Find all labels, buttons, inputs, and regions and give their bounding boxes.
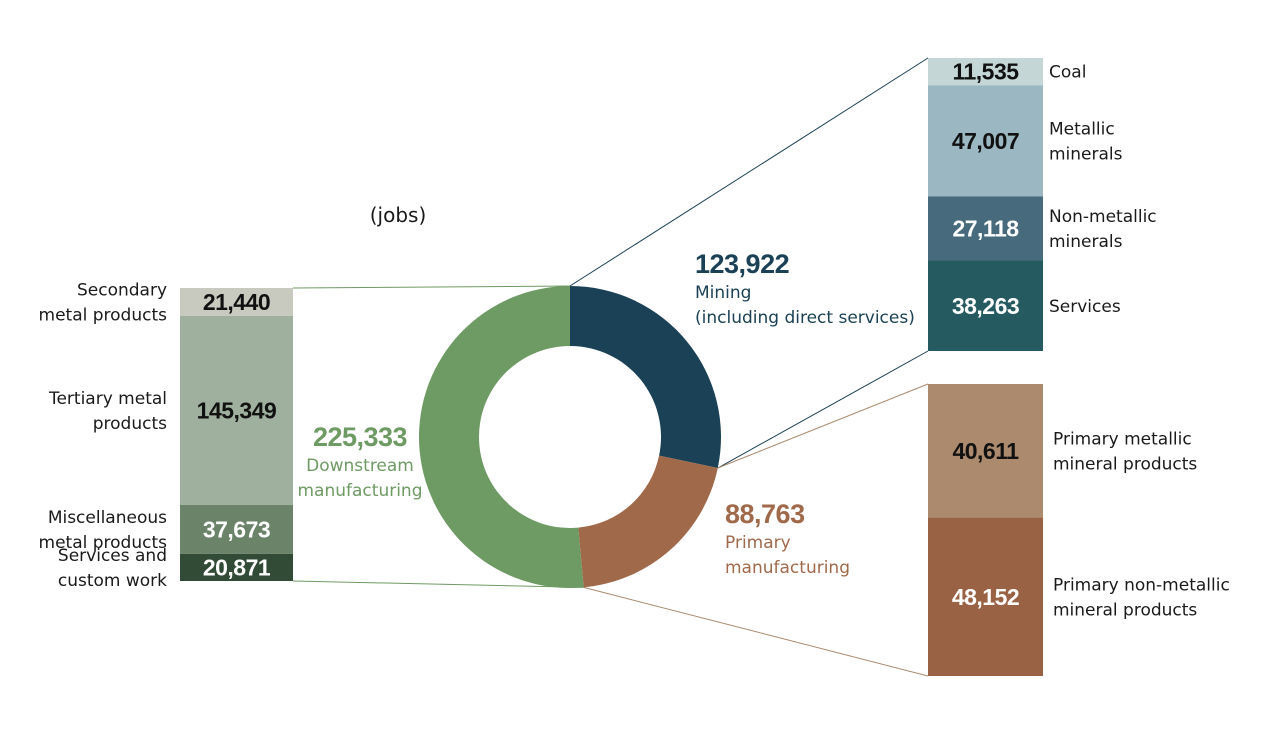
downstream-segment-1	[180, 315, 293, 505]
mining-segment-1	[928, 85, 1043, 197]
mining-value-2: 27,118	[952, 215, 1019, 241]
downstream-label-2-0: Miscellaneous	[48, 508, 167, 528]
primary-label-1-1: mineral products	[1053, 600, 1197, 620]
downstream-connector-top	[292, 285, 571, 289]
mining-value-0: 11,535	[952, 59, 1019, 85]
primary-label-0-0: Primary metallic	[1053, 429, 1192, 449]
downstream-label-0-0: Secondary	[77, 280, 167, 300]
donut-label-downstream-0: Downstream	[306, 456, 414, 476]
mining-value-1: 47,007	[952, 128, 1019, 154]
downstream-breakdown-bar: 21,440 Secondary metal products 145,349 Tert…	[39, 280, 293, 591]
donut-value-downstream: 225,333	[313, 422, 408, 452]
downstream-value-0: 21,440	[203, 289, 270, 315]
primary-breakdown-bar: 40,611 Primary metallic mineral products 48…	[928, 384, 1230, 676]
donut-label-primary-1: manufacturing	[725, 558, 850, 578]
mining-segment-2	[928, 196, 1043, 261]
donut-slice-primary	[578, 455, 718, 588]
primary-value-1: 48,152	[952, 584, 1019, 610]
downstream-segment-2	[180, 504, 293, 554]
downstream-label-1-0: Tertiary metal	[48, 389, 167, 409]
mining-connector-top	[569, 57, 929, 287]
downstream-label-3-0: Services and	[58, 546, 167, 566]
donut-label-mining-1: (including direct services)	[695, 308, 915, 328]
donut-value-mining: 123,922	[695, 249, 789, 279]
primary-value-0: 40,611	[952, 438, 1019, 464]
primary-label-1-0: Primary non-metallic	[1053, 575, 1230, 595]
mining-breakdown-bar: 11,535 Coal 47,007 Metallic minerals 27,118 No…	[928, 58, 1157, 351]
downstream-label-0-1: metal products	[39, 305, 168, 325]
donut-chart	[418, 286, 721, 588]
connector-lines	[292, 57, 929, 677]
donut-value-primary: 88,763	[725, 499, 805, 529]
mining-label-2-0: Non-metallic	[1049, 207, 1157, 227]
donut-label-primary-0: Primary	[725, 533, 791, 553]
downstream-segment-0	[180, 288, 293, 316]
downstream-value-2: 37,673	[203, 516, 270, 542]
mining-label-1-1: minerals	[1049, 144, 1123, 164]
units-label: (jobs)	[370, 203, 427, 227]
primary-connector-bottom	[583, 586, 929, 677]
primary-connector-top	[717, 383, 929, 469]
mining-label-2-1: minerals	[1049, 232, 1123, 252]
donut-slice-mining	[570, 286, 721, 469]
mining-label-3-0: Services	[1049, 297, 1121, 317]
primary-label-0-1: mineral products	[1053, 454, 1197, 474]
downstream-value-1: 145,349	[197, 397, 277, 423]
downstream-label-2-1: metal products	[39, 533, 168, 553]
donut-label-downstream-1: manufacturing	[298, 481, 423, 501]
donut-slice-downstream	[418, 286, 584, 588]
downstream-label-3-1: custom work	[58, 571, 167, 591]
mining-value-3: 38,263	[952, 293, 1019, 319]
donut-label-mining-0: Mining	[695, 283, 751, 303]
downstream-connector-bottom	[292, 580, 584, 588]
donut-labels: 123,922 Mining (including direct services)…	[298, 249, 915, 578]
mining-label-0-0: Coal	[1049, 63, 1086, 83]
mining-label-1-0: Metallic	[1049, 119, 1115, 139]
primary-segment-0	[928, 384, 1043, 518]
downstream-value-3: 20,871	[203, 554, 271, 580]
mining-segment-0	[928, 58, 1043, 86]
downstream-label-1-1: products	[93, 414, 167, 434]
primary-segment-1	[928, 517, 1043, 676]
mining-connector-bottom	[717, 350, 929, 469]
mining-segment-3	[928, 260, 1043, 351]
downstream-segment-3	[180, 553, 293, 581]
